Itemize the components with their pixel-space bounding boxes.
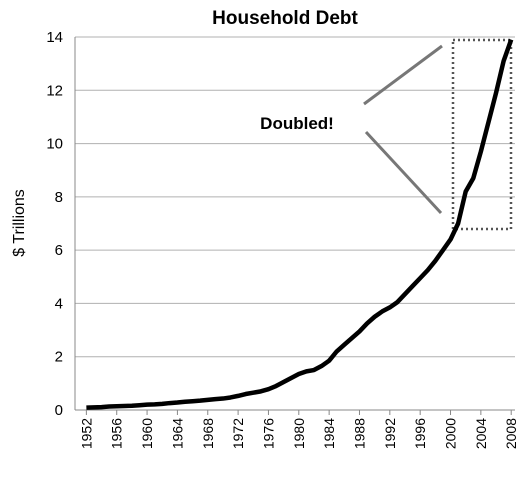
x-tick-label: 1952: [78, 418, 94, 449]
y-tick-label: 12: [46, 82, 63, 99]
x-tick-label: 1992: [382, 418, 398, 449]
y-tick-label: 10: [46, 136, 63, 153]
y-tick-label: 14: [46, 29, 63, 46]
y-tick-label: 6: [55, 242, 63, 259]
data-line: [86, 38, 514, 410]
x-tick-label: 1984: [321, 418, 337, 449]
x-tick-label: 1976: [260, 418, 276, 449]
y-tick-label: 8: [55, 189, 63, 206]
x-tick-label: 1964: [169, 418, 185, 449]
x-tick-label: 1956: [109, 418, 125, 449]
y-axis-label: $ Trillions: [11, 189, 28, 257]
pointer-line: [363, 44, 443, 106]
annotation: Doubled!: [260, 114, 334, 133]
x-tick-label: 1960: [139, 418, 155, 449]
x-tick-label: 1988: [351, 418, 367, 449]
x-tick-label: 2000: [443, 418, 459, 449]
x-tick-label: 2008: [503, 418, 519, 449]
y-tick-label: 2: [55, 349, 63, 366]
y-tick-label: 0: [55, 402, 63, 419]
y-tick-label: 4: [55, 295, 63, 312]
pointer-line: [364, 130, 443, 215]
x-tick-label: 2004: [473, 418, 489, 449]
x-tick-label: 1968: [200, 418, 216, 449]
x-tick-label: 1996: [412, 418, 428, 449]
chart-title: Household Debt: [212, 8, 358, 29]
x-tick-label: 1972: [230, 418, 246, 449]
highlight-box: [451, 38, 513, 231]
x-tick-label: 1980: [291, 418, 307, 449]
